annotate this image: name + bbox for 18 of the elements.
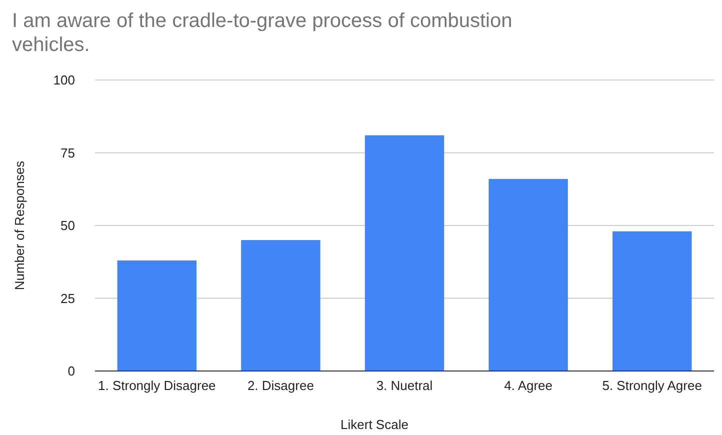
bar	[488, 178, 568, 371]
y-axis-title: Number of Responses	[12, 160, 27, 290]
x-tick-label: 1. Strongly Disagree	[98, 378, 216, 393]
bar	[364, 135, 444, 371]
y-tick-label: 0	[68, 364, 75, 379]
y-tick-label: 100	[53, 72, 75, 88]
y-tick-label: 75	[60, 145, 75, 160]
y-tick-label: 50	[60, 218, 75, 234]
bar	[241, 240, 320, 371]
bar	[612, 231, 692, 371]
bar	[117, 260, 197, 371]
chart-title: I am aware of the cradle-to-grave process of combustion vehicles.	[12, 10, 512, 56]
y-tick-label: 25	[60, 290, 75, 306]
x-tick-label: 2. Disagree	[247, 378, 314, 393]
x-tick-label: 3. Nuetral	[376, 378, 433, 393]
x-tick-label: 4. Agree	[504, 378, 553, 393]
x-axis-title: Likert Scale	[340, 417, 408, 432]
x-tick-label: 5. Strongly Agree	[602, 378, 702, 393]
